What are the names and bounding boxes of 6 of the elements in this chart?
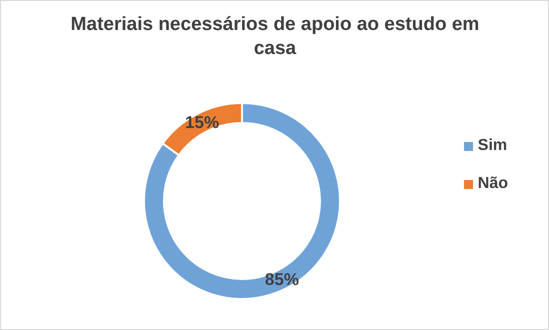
donut-slice: [143, 102, 341, 300]
legend-label: Sim: [478, 137, 508, 155]
data-label: 85%: [264, 270, 299, 289]
legend-label: Não: [478, 175, 508, 193]
data-label: 15%: [185, 113, 220, 132]
chart-title: Materiais necessários de apoio ao estudo em casa: [70, 13, 480, 61]
